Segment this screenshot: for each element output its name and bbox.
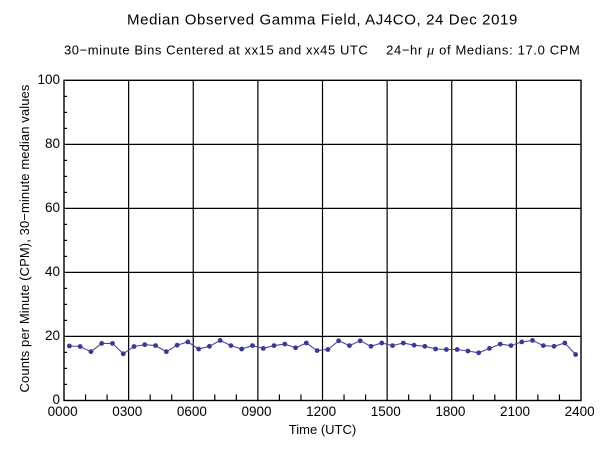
svg-text:2100: 2100: [500, 404, 530, 419]
svg-text:1800: 1800: [435, 404, 465, 419]
svg-text:0900: 0900: [241, 404, 271, 419]
svg-text:Time (UTC): Time (UTC): [289, 422, 356, 437]
svg-text:24−hr μ of Medians: 17.0 CPM: 24−hr μ of Medians: 17.0 CPM: [386, 43, 580, 59]
svg-text:100: 100: [37, 72, 60, 87]
svg-text:40: 40: [45, 264, 60, 279]
svg-text:Counts per Minute (CPM), 30−mi: Counts per Minute (CPM), 30−minute media…: [17, 84, 32, 392]
svg-text:0600: 0600: [177, 404, 207, 419]
svg-text:0000: 0000: [48, 404, 78, 419]
svg-text:20: 20: [45, 328, 60, 343]
svg-text:60: 60: [45, 200, 60, 215]
svg-text:Median Observed Gamma Field, A: Median Observed Gamma Field, AJ4CO, 24 D…: [127, 12, 518, 29]
svg-text:1200: 1200: [306, 404, 336, 419]
svg-text:80: 80: [45, 136, 60, 151]
svg-text:30−minute Bins Centered at xx1: 30−minute Bins Centered at xx15 and xx45…: [64, 43, 368, 58]
svg-text:0300: 0300: [112, 404, 142, 419]
svg-text:0: 0: [52, 392, 60, 407]
svg-text:2400: 2400: [565, 404, 595, 419]
svg-text:1500: 1500: [371, 404, 401, 419]
